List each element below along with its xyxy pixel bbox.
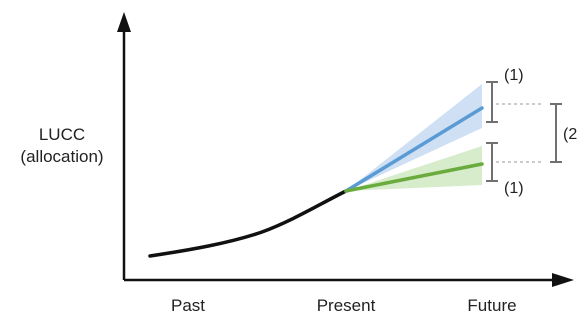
x-tick-future: Future — [467, 296, 516, 315]
blue-scenario-line — [344, 106, 484, 193]
lower-error-bar — [486, 142, 498, 182]
x-axis-arrowhead — [552, 273, 574, 287]
green-scenario-band — [346, 146, 482, 191]
lower-band-label: (1) — [504, 180, 524, 197]
upper-band-label: (1) — [504, 67, 524, 84]
y-axis-arrowhead — [117, 12, 131, 32]
between-scenarios-label: (2 — [563, 126, 577, 143]
historical-trend-line — [148, 189, 348, 258]
y-axis-label-line2: (allocation) — [20, 147, 103, 166]
upper-error-bar — [486, 81, 498, 123]
between-scenarios-error-bar — [550, 103, 562, 163]
y-axis-label-line1: LUCC — [39, 125, 85, 144]
x-tick-present: Present — [317, 296, 376, 315]
blue-scenario-band — [346, 84, 482, 191]
green-scenario-line — [344, 162, 484, 193]
x-tick-past: Past — [171, 296, 205, 315]
